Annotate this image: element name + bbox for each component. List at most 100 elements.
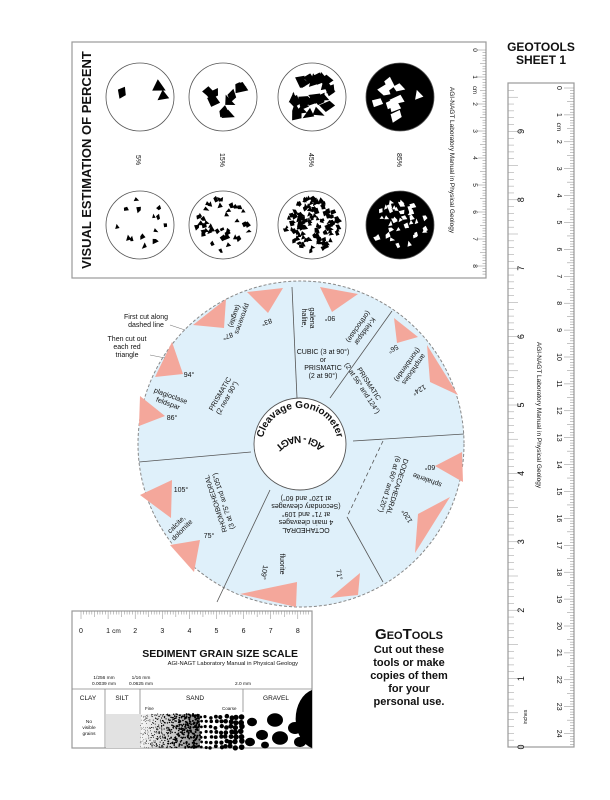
red-triangle[interactable]: [394, 318, 418, 343]
cm-label: 19: [555, 595, 562, 603]
grain-shape: [292, 209, 298, 215]
sand-grain: [144, 732, 146, 733]
coarse-grain: [239, 723, 245, 730]
grain-card-ruler: 0 1 2 3 4 5 6 7 8 cm: [79, 611, 309, 635]
red-triangle[interactable]: [247, 288, 283, 313]
sand-grain: [183, 729, 186, 731]
sand-grain: [147, 733, 148, 735]
coarse-grain: [232, 745, 238, 751]
gravel-pebble: [272, 731, 288, 745]
grain-shape: [415, 89, 424, 100]
red-triangle[interactable]: [320, 287, 358, 312]
coarse-grain: [204, 719, 208, 723]
sand-grain: [158, 726, 160, 728]
grain-shape: [219, 227, 225, 232]
sand-grain: [173, 738, 176, 741]
sand-grain: [145, 718, 146, 720]
sand-grain: [195, 746, 198, 749]
coarse-grain: [200, 740, 203, 744]
note-line: copies of them: [370, 670, 448, 682]
grain-shape: [200, 229, 207, 235]
percent-card-ruler: 0 1 2 3 4 5 6 7 8 cm: [471, 42, 487, 278]
coarse-grain: [229, 715, 235, 721]
sand-grain: [174, 731, 176, 734]
sand-grain: [181, 744, 183, 746]
sand-grain: [198, 723, 201, 726]
note-line: Cut out these: [374, 644, 444, 656]
grain-shape: [335, 224, 342, 230]
sand-grain: [148, 735, 150, 736]
sand-grain: [169, 746, 171, 748]
cm-label: 16: [555, 515, 562, 523]
red-triangle[interactable]: [139, 396, 165, 426]
sand-grain: [188, 743, 190, 746]
sand-grain: [178, 745, 180, 747]
sand-grain: [161, 719, 164, 722]
inch-label: 8: [516, 197, 526, 202]
sand-grain: [145, 731, 146, 733]
cm-label: 0: [555, 86, 562, 90]
grain-shape: [306, 195, 311, 200]
cm-label: 18: [555, 568, 562, 576]
sand-grain: [143, 719, 145, 721]
sand-grain: [184, 747, 187, 749]
sand-grain: [150, 743, 152, 745]
sand-grain: [180, 723, 182, 726]
sand-grain: [152, 716, 154, 718]
red-triangle[interactable]: [240, 582, 297, 607]
grain-shape: [317, 197, 325, 204]
sand-grain: [152, 735, 154, 737]
sand-grain: [169, 719, 171, 721]
sand-grain: [158, 715, 160, 717]
sand-grain: [147, 719, 149, 721]
sand-grain: [190, 731, 193, 734]
angle-label: 87°: [221, 330, 234, 341]
coarse-grain: [239, 738, 245, 744]
sand-grain: [163, 743, 165, 746]
sand-grain: [157, 718, 159, 720]
red-triangle[interactable]: [427, 345, 458, 395]
sand-grain: [190, 746, 193, 749]
coarse-grain: [214, 719, 219, 724]
coarse-grain: [223, 718, 228, 724]
angle-label: 75°: [204, 532, 215, 540]
sand-grain: [178, 723, 181, 726]
grain-shape: [117, 86, 126, 99]
sand-grain: [197, 717, 200, 720]
red-triangle[interactable]: [330, 573, 360, 598]
grain-shape: [377, 83, 391, 96]
ruler-unit: cm: [471, 86, 477, 94]
ruler-label: 8: [471, 264, 478, 268]
cm-label: 21: [555, 649, 562, 657]
sand-grain: [188, 718, 191, 721]
sand-grain: [141, 733, 142, 734]
sand-grain: [142, 733, 144, 735]
inch-label: 4: [516, 471, 526, 476]
sand-grain: [195, 737, 198, 740]
red-triangle[interactable]: [435, 452, 463, 482]
red-triangle[interactable]: [193, 299, 226, 328]
red-triangle[interactable]: [170, 540, 200, 572]
cm-label: 15: [555, 488, 562, 496]
sand-grain: [143, 738, 145, 740]
sand-grain: [185, 721, 188, 724]
goniometer-center[interactable]: [253, 397, 347, 491]
sand-grain: [158, 732, 160, 735]
red-triangle[interactable]: [415, 497, 450, 553]
sand-grain: [181, 732, 184, 735]
red-triangle[interactable]: [140, 480, 172, 518]
sand-grain: [146, 717, 147, 719]
sand-grain: [188, 745, 191, 748]
sand-grain: [180, 728, 183, 731]
sand-grain: [146, 717, 148, 719]
sand-grain: [140, 732, 142, 734]
long-ruler[interactable]: 0123456789101112131415161718192021222324…: [507, 82, 575, 750]
coarse-grain: [209, 719, 214, 724]
sector-label: at 71° and 109°: [282, 510, 331, 518]
red-triangle[interactable]: [155, 342, 183, 377]
grain-shape: [373, 235, 381, 241]
sand-grain: [140, 725, 141, 726]
sand-grain: [153, 731, 155, 733]
sector-label: CUBIC (3 at 90°): [297, 348, 350, 356]
sand-grain: [162, 715, 164, 717]
